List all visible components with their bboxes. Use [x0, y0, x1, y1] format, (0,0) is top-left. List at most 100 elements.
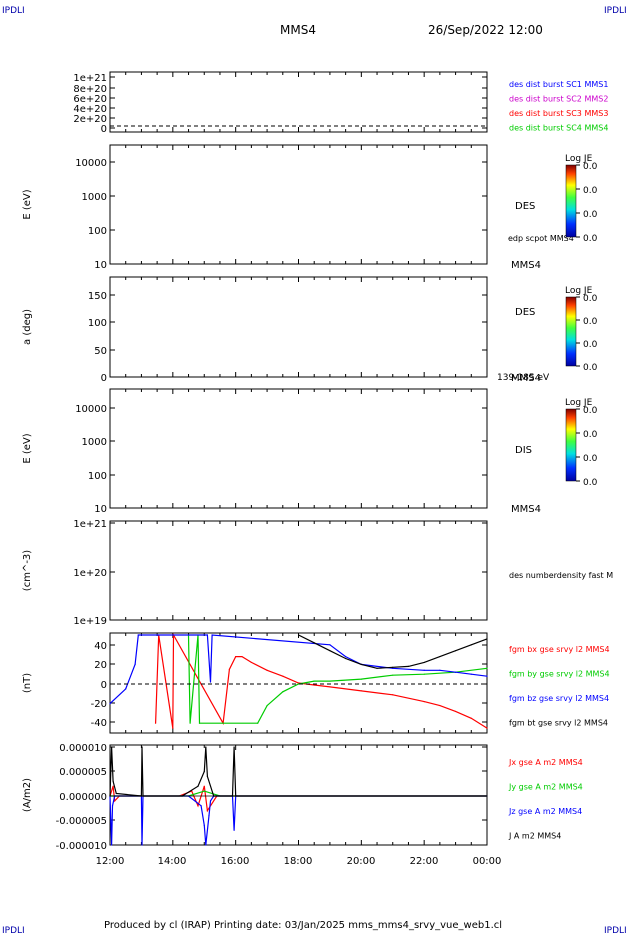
- data-point: [110, 746, 113, 748]
- y-axis-label: a (deg): [22, 309, 33, 345]
- time-tick-label: 20:00: [347, 856, 376, 867]
- data-point: [423, 661, 425, 664]
- legend-entry: des dist burst SC1 MMS1: [509, 80, 608, 89]
- y-tick-label: 2e+20: [73, 114, 107, 125]
- data-point: [454, 650, 457, 652]
- data-point: [439, 704, 441, 707]
- y-tick-label: 8e+20: [73, 84, 107, 95]
- series-line: [187, 634, 488, 724]
- data-point: [206, 634, 208, 636]
- y-tick-label: 1e+21: [73, 73, 107, 84]
- colorbar: [565, 164, 577, 238]
- y-tick-label: 0.000000: [59, 792, 107, 803]
- data-point: [329, 680, 331, 682]
- panel-frame-current: [109, 744, 488, 846]
- data-point: [233, 746, 235, 748]
- data-point: [233, 829, 235, 831]
- data-point: [257, 722, 259, 724]
- data-point: [360, 690, 362, 692]
- data-point: [486, 675, 488, 677]
- spacecraft-title: MMS4: [280, 23, 316, 37]
- colorbar-title: Log JE: [565, 286, 593, 296]
- data-point: [203, 785, 205, 787]
- data-point: [115, 792, 117, 795]
- y-tick-label: 1e+21: [73, 519, 107, 530]
- y-tick-label: 100: [88, 471, 107, 482]
- y-tick-label: 100: [88, 318, 107, 329]
- data-point: [360, 663, 362, 666]
- colorbar-tick-label: 0.0: [583, 406, 598, 416]
- y-axis-label: (A/m2): [22, 778, 33, 812]
- data-point: [266, 704, 268, 707]
- data-point: [392, 694, 394, 696]
- datetime-title: 26/Sep/2022 12:00: [428, 23, 543, 37]
- data-point: [297, 683, 300, 685]
- extra-label: edp scpot MMS4: [508, 234, 574, 243]
- data-point: [206, 810, 208, 812]
- colorbar-tick-label: 0.0: [583, 454, 598, 464]
- data-point: [228, 668, 230, 670]
- panel-frame-des_pitch: [109, 276, 488, 378]
- data-point: [235, 655, 237, 658]
- data-point: [360, 678, 362, 680]
- spacecraft-label: MMS4: [511, 260, 541, 271]
- data-point: [407, 665, 410, 667]
- data-point: [189, 722, 191, 724]
- data-point: [241, 655, 243, 658]
- panel-frame-dis_energy: [109, 388, 488, 509]
- instrument-label: DES: [515, 307, 535, 318]
- time-tick-label: 16:00: [221, 856, 250, 867]
- y-tick-label: -0.000010: [56, 841, 107, 852]
- legend-entry: fgm bt gse srvy l2 MMS4: [509, 719, 608, 728]
- data-point: [125, 688, 127, 690]
- time-tick-label: 00:00: [473, 856, 502, 867]
- spacecraft-label: MMS4: [511, 504, 541, 515]
- colorbar: [565, 408, 577, 482]
- legend-entry: fgm bz gse srvy l2 MMS4: [509, 694, 609, 703]
- y-tick-label: -0.000005: [56, 816, 107, 827]
- time-tick-label: 14:00: [158, 856, 187, 867]
- legend-entry: fgm bx gse srvy l2 MMS4: [509, 645, 610, 654]
- colorbar-tick-label: 0.0: [583, 234, 598, 244]
- data-point: [392, 667, 394, 669]
- colorbar-tick-label: 0.0: [583, 162, 598, 172]
- data-point: [313, 684, 315, 686]
- y-axis-label: E (eV): [22, 433, 33, 463]
- y-tick-label: 20: [94, 660, 107, 671]
- data-point: [423, 673, 425, 675]
- y-tick-label: 0: [101, 124, 107, 135]
- data-point: [209, 681, 212, 683]
- data-point: [470, 644, 472, 646]
- series-line: [110, 790, 487, 797]
- data-point: [470, 717, 472, 719]
- y-tick-label: 10: [94, 504, 107, 515]
- data-point: [282, 675, 284, 677]
- colorbar-tick-label: 0.0: [583, 294, 598, 304]
- colorbar-tick-label: 0.0: [583, 186, 598, 196]
- corner-mark-tl: IPDLI: [2, 6, 25, 16]
- data-point: [423, 701, 425, 703]
- y-tick-label: 6e+20: [73, 94, 107, 105]
- y-tick-label: 50: [94, 346, 107, 357]
- data-point: [376, 667, 378, 669]
- data-point: [209, 800, 212, 802]
- data-point: [250, 661, 252, 664]
- legend-entry: Jy gse A m2 MMS4: [508, 783, 583, 792]
- y-tick-label: -20: [91, 699, 107, 710]
- legend-entry: fgm by gse srvy l2 MMS4: [509, 670, 610, 679]
- data-point: [329, 650, 331, 652]
- y-tick-label: 1000: [82, 437, 107, 448]
- series-line: [109, 795, 487, 846]
- data-point: [112, 780, 114, 782]
- spacecraft-label: MMS4: [511, 373, 541, 384]
- data-point: [423, 669, 425, 671]
- y-tick-label: 1e+19: [73, 616, 107, 627]
- data-point: [345, 655, 347, 658]
- data-point: [486, 727, 488, 729]
- colorbar-tick-label: 0.0: [583, 430, 598, 440]
- y-axis-label: E (eV): [22, 189, 33, 219]
- data-point: [111, 805, 114, 807]
- y-tick-label: 10000: [75, 404, 107, 415]
